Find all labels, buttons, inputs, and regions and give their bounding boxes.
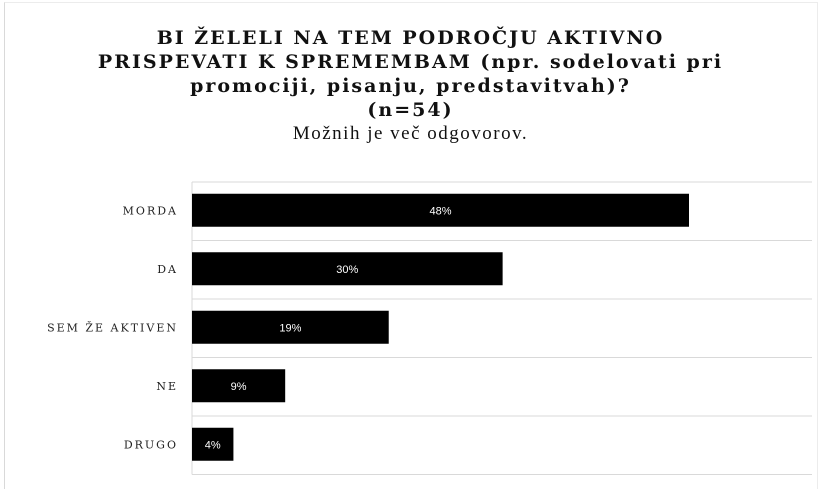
bar bbox=[192, 310, 389, 344]
data-label: 19% bbox=[279, 322, 301, 334]
data-label: 9% bbox=[231, 381, 247, 393]
category-label: DRUGO bbox=[124, 438, 178, 451]
chart-subtitle: Možnih je več odgovorov. bbox=[292, 123, 529, 144]
title-line-4: (n=54) bbox=[367, 99, 454, 121]
title-line-2: PRISPEVATI K SPREMEMBAM (npr. sodelovati… bbox=[97, 51, 724, 73]
chart-frame bbox=[4, 2, 818, 489]
category-label: SEM ŽE AKTIVEN bbox=[47, 320, 178, 334]
chart-title: BI ŽELELI NA TEM PODROČJU AKTIVNO PRISPE… bbox=[0, 26, 821, 146]
bar bbox=[192, 369, 286, 403]
bar bbox=[192, 427, 234, 461]
data-label: 48% bbox=[429, 205, 451, 217]
bar bbox=[192, 193, 689, 227]
category-label: DA bbox=[157, 263, 178, 276]
category-label: NE bbox=[156, 380, 178, 393]
data-label: 4% bbox=[205, 439, 221, 451]
data-label: 30% bbox=[336, 264, 358, 276]
title-line-3: promociji, pisanju, predstavitvah)? bbox=[190, 75, 631, 97]
bar bbox=[192, 252, 503, 286]
category-label: MORDA bbox=[123, 204, 178, 217]
title-line-1: BI ŽELELI NA TEM PODROČJU AKTIVNO bbox=[156, 27, 665, 49]
